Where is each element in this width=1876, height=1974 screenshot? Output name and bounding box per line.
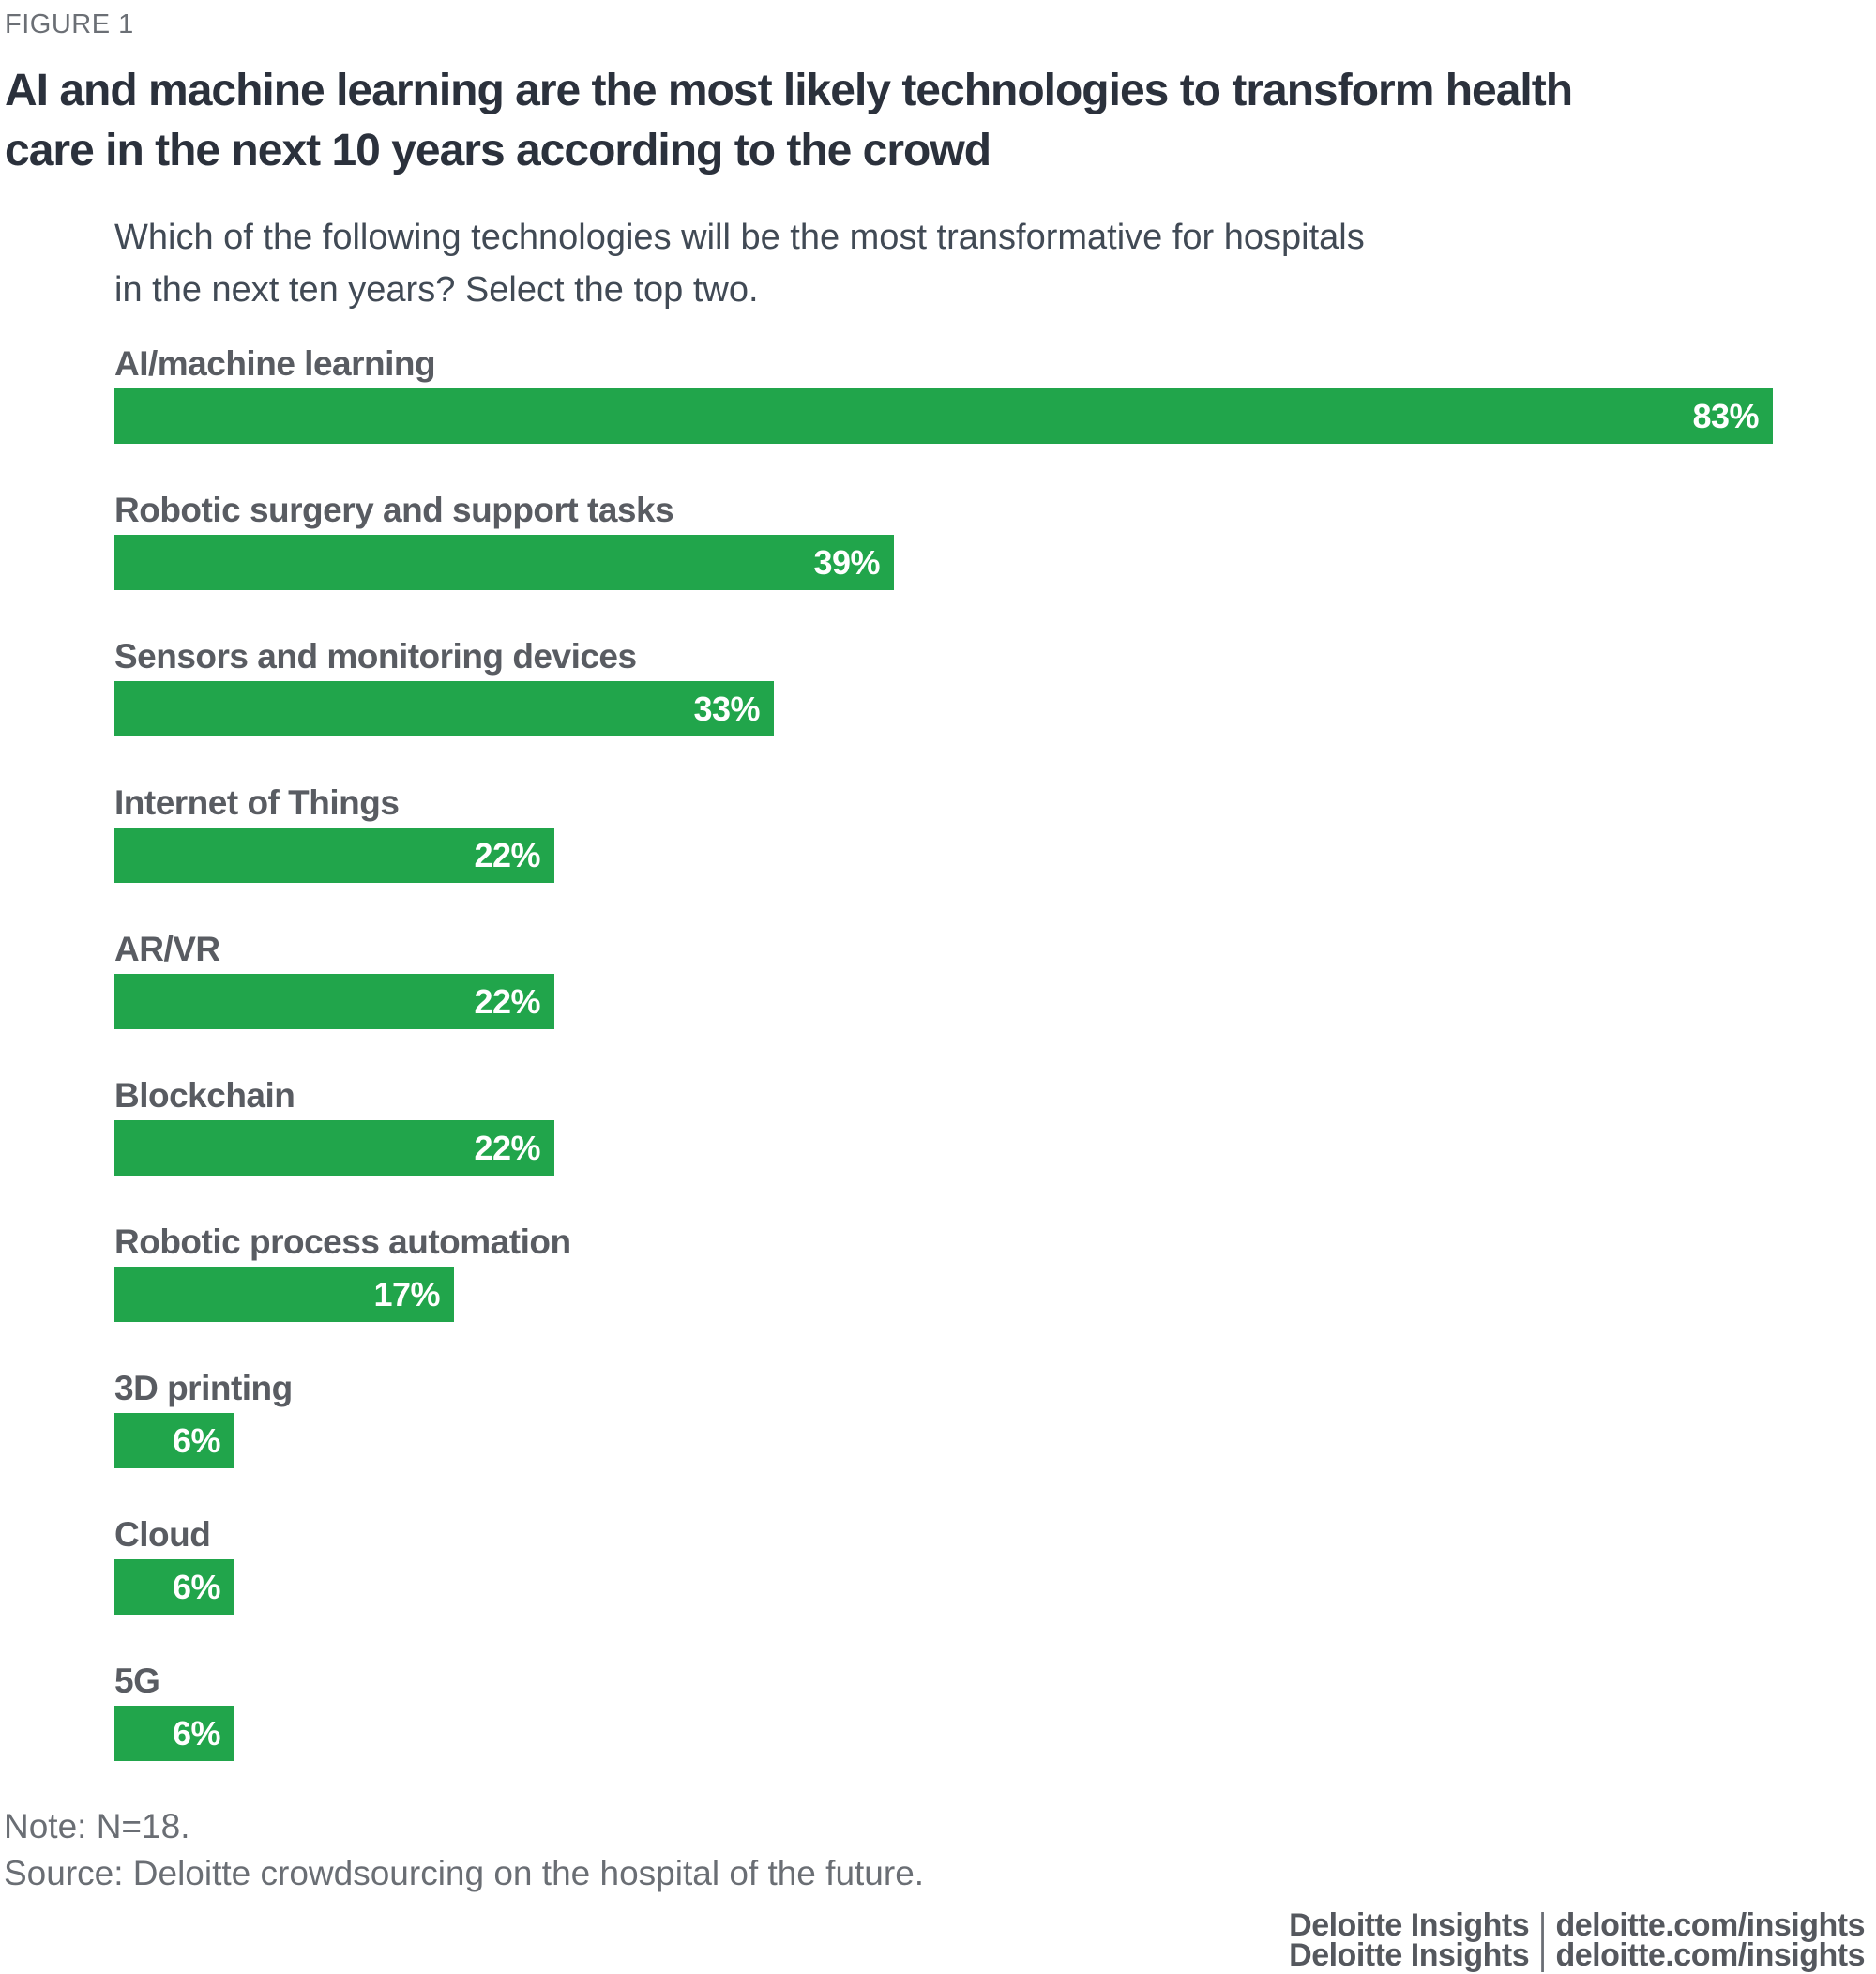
bar: 17% bbox=[114, 1267, 454, 1322]
bar: 6% bbox=[114, 1559, 234, 1615]
bar: 83% bbox=[114, 388, 1773, 444]
figure-label: FIGURE 1 bbox=[5, 9, 134, 39]
bar: 33% bbox=[114, 681, 774, 736]
bar: 6% bbox=[114, 1413, 234, 1468]
chart-question: Which of the following technologies will… bbox=[114, 211, 1756, 316]
bar-category-label: Blockchain bbox=[114, 1076, 295, 1115]
chart-question-line2: in the next ten years? Select the top tw… bbox=[114, 270, 759, 310]
bar-chart: AI/machine learning 83% Robotic surgery … bbox=[114, 342, 1876, 1761]
chart-row: Cloud 6% bbox=[114, 1513, 1876, 1615]
chart-row: Robotic process automation 17% bbox=[114, 1221, 1876, 1322]
chart-title: AI and machine learning are the most lik… bbox=[5, 61, 1862, 181]
chart-row: Robotic surgery and support tasks 39% bbox=[114, 489, 1876, 590]
bar: 6% bbox=[114, 1706, 234, 1761]
bar-category-label: AR/VR bbox=[114, 930, 220, 968]
footer-brand-text: Deloitte Insights bbox=[1289, 1907, 1530, 1943]
chart-row: AR/VR 22% bbox=[114, 928, 1876, 1029]
bar-value-label: 6% bbox=[172, 1420, 221, 1460]
chart-row: Internet of Things 22% bbox=[114, 782, 1876, 883]
bar-category-label: Internet of Things bbox=[114, 783, 400, 822]
bar-category-label: Robotic surgery and support tasks bbox=[114, 491, 674, 529]
bar-category-label: 5G bbox=[114, 1662, 160, 1700]
chart-row: 3D printing 6% bbox=[114, 1367, 1876, 1468]
footer-branding-clipped-duplicate: Deloitte Insights | deloitte.com/insights bbox=[0, 1936, 1876, 1974]
footer-separator: | bbox=[1538, 1907, 1547, 1943]
footer-brand-text-duplicate: Deloitte Insights bbox=[1289, 1937, 1530, 1973]
bar-value-label: 22% bbox=[474, 981, 540, 1021]
chart-question-line1: Which of the following technologies will… bbox=[114, 218, 1365, 257]
bar-value-label: 39% bbox=[813, 542, 880, 582]
footer-url: deloitte.com/insights bbox=[1555, 1907, 1865, 1943]
footer-separator-duplicate: | bbox=[1538, 1937, 1547, 1973]
footer-url-duplicate: deloitte.com/insights bbox=[1555, 1937, 1865, 1973]
bar-category-label: Robotic process automation bbox=[114, 1222, 571, 1261]
bar: 22% bbox=[114, 974, 554, 1029]
chart-row: Blockchain 22% bbox=[114, 1074, 1876, 1176]
chart-row: Sensors and monitoring devices 33% bbox=[114, 635, 1876, 736]
footer-branding: Deloitte Insights | deloitte.com/insights bbox=[0, 1906, 1876, 1944]
source-text: Source: Deloitte crowdsourcing on the ho… bbox=[4, 1854, 925, 1892]
bar-category-label: Sensors and monitoring devices bbox=[114, 637, 637, 676]
bar-value-label: 6% bbox=[172, 1567, 221, 1606]
bar-category-label: 3D printing bbox=[114, 1369, 293, 1407]
bar-value-label: 17% bbox=[373, 1274, 440, 1313]
bar: 39% bbox=[114, 535, 894, 590]
bar-category-label: Cloud bbox=[114, 1515, 211, 1554]
bar-category-label: AI/machine learning bbox=[114, 344, 436, 383]
bar-value-label: 33% bbox=[693, 689, 760, 728]
footer: Deloitte Insights | deloitte.com/insights … bbox=[0, 1906, 1876, 1973]
bar-value-label: 6% bbox=[172, 1713, 221, 1753]
chart-title-line1: AI and machine learning are the most lik… bbox=[5, 66, 1573, 115]
bar-value-label: 22% bbox=[474, 835, 540, 874]
chart-row: 5G 6% bbox=[114, 1660, 1876, 1761]
chart-title-line2: care in the next 10 years according to t… bbox=[5, 126, 991, 175]
bar-value-label: 83% bbox=[1692, 396, 1759, 435]
bar-value-label: 22% bbox=[474, 1128, 540, 1167]
bar: 22% bbox=[114, 1120, 554, 1176]
chart-row: AI/machine learning 83% bbox=[114, 342, 1876, 444]
bar: 22% bbox=[114, 828, 554, 883]
note-text: Note: N=18. bbox=[4, 1807, 190, 1845]
